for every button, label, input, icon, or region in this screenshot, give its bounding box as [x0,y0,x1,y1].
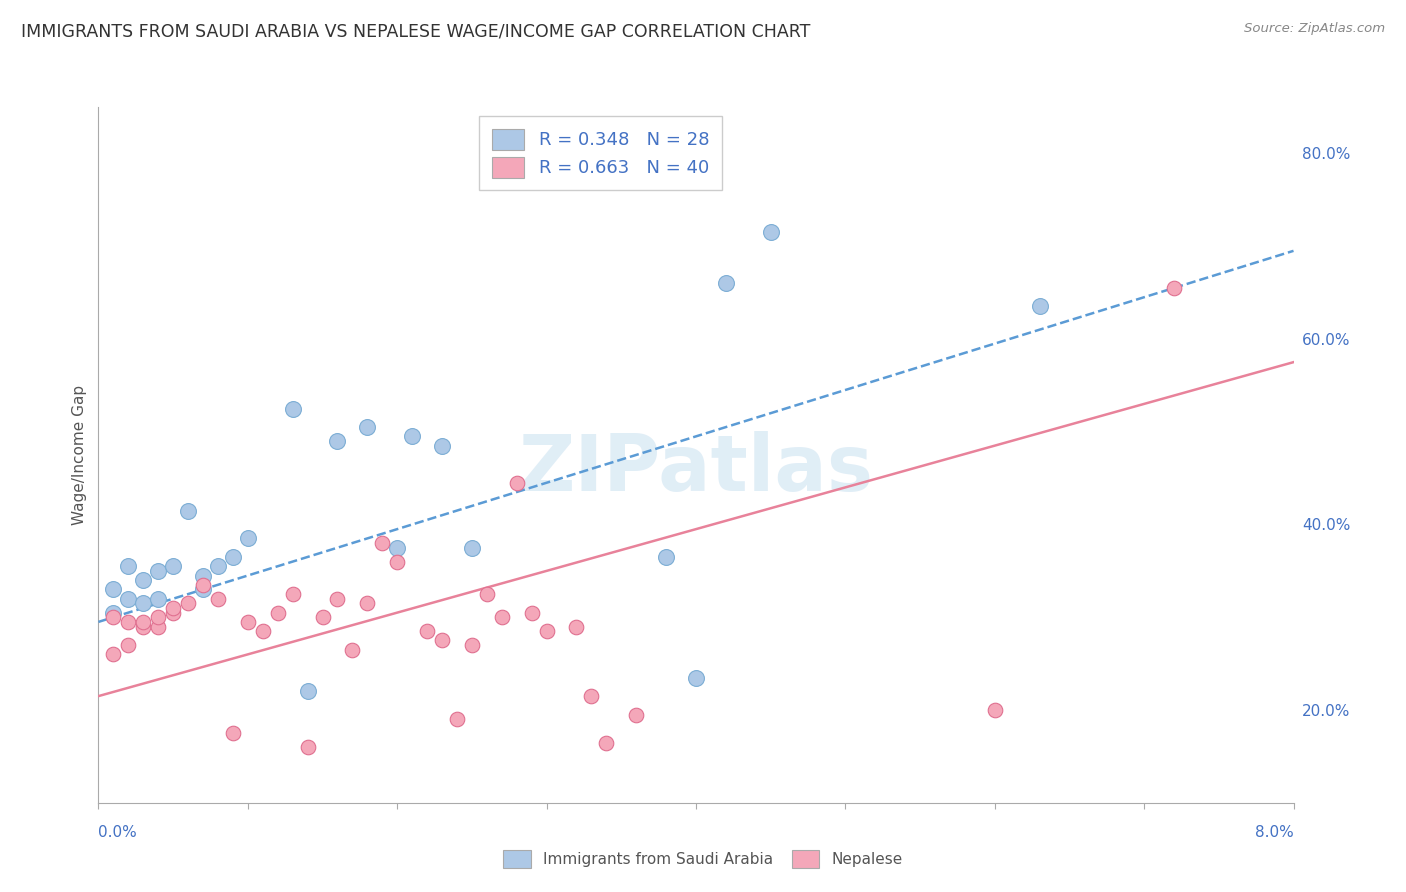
Point [162,606,184,620]
Point [595,735,617,749]
Point [207,591,229,606]
Legend: R = 0.348   N = 28, R = 0.663   N = 40: R = 0.348 N = 28, R = 0.663 N = 40 [479,116,721,190]
Point [506,475,529,490]
Text: 0.0%: 0.0% [98,825,138,840]
Point [103,582,125,597]
Point [536,624,558,639]
Point [475,587,498,601]
Point [281,401,304,416]
Point [236,532,259,546]
Point [103,610,125,624]
Point [222,549,245,564]
Point [1028,300,1050,314]
Point [132,596,155,610]
Legend: Immigrants from Saudi Arabia, Nepalese: Immigrants from Saudi Arabia, Nepalese [496,843,910,875]
Point [385,541,409,555]
Point [297,740,319,755]
Point [281,587,304,601]
Point [148,564,170,578]
Point [222,726,245,740]
Point [236,615,259,629]
Point [685,671,707,685]
Y-axis label: Wage/Income Gap: Wage/Income Gap [72,384,87,525]
Point [117,559,139,574]
Point [191,578,214,592]
Point [326,434,349,448]
Point [148,591,170,606]
Point [326,591,349,606]
Point [624,707,647,722]
Point [162,559,184,574]
Text: Source: ZipAtlas.com: Source: ZipAtlas.com [1244,22,1385,36]
Point [207,559,229,574]
Point [342,642,364,657]
Point [162,601,184,615]
Point [565,619,588,633]
Point [311,610,333,624]
Point [430,633,453,648]
Point [759,225,782,239]
Point [191,568,214,582]
Point [446,712,468,726]
Point [117,638,139,652]
Point [401,429,423,443]
Point [252,624,274,639]
Point [491,610,513,624]
Point [461,638,484,652]
Point [191,582,214,597]
Point [177,596,200,610]
Point [297,684,319,698]
Point [356,596,378,610]
Point [416,624,439,639]
Point [461,541,484,555]
Text: ZIPatlas: ZIPatlas [519,431,873,507]
Point [148,610,170,624]
Point [581,689,603,703]
Point [371,536,394,550]
Point [103,606,125,620]
Point [655,549,678,564]
Point [132,573,155,587]
Point [132,615,155,629]
Point [132,619,155,633]
Text: IMMIGRANTS FROM SAUDI ARABIA VS NEPALESE WAGE/INCOME GAP CORRELATION CHART: IMMIGRANTS FROM SAUDI ARABIA VS NEPALESE… [21,22,810,40]
Point [117,615,139,629]
Point [983,703,1005,717]
Text: 8.0%: 8.0% [1254,825,1294,840]
Point [430,439,453,453]
Point [177,503,200,517]
Point [148,619,170,633]
Point [356,420,378,434]
Point [1163,281,1185,295]
Point [103,648,125,662]
Point [520,606,543,620]
Point [267,606,290,620]
Point [385,555,409,569]
Point [714,277,737,291]
Point [117,591,139,606]
